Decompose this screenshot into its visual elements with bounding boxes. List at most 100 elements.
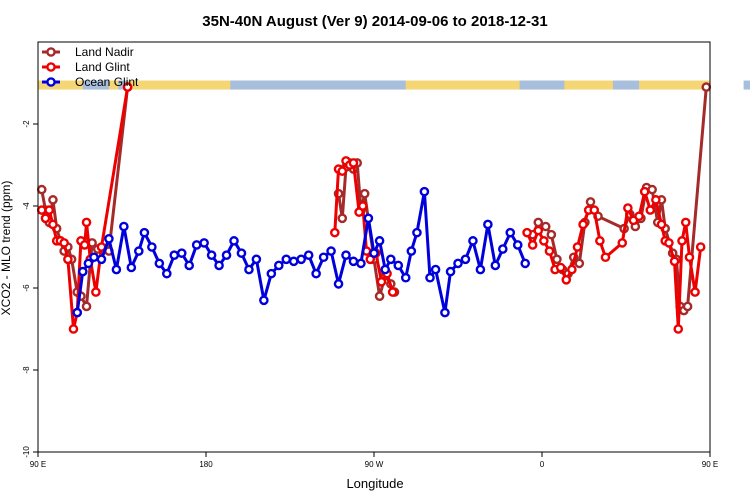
data-point [574, 258, 585, 269]
series-line [40, 86, 703, 331]
data-point [229, 236, 239, 246]
data-point [329, 227, 340, 238]
data-point [483, 219, 493, 230]
legend-swatch-marker [46, 47, 56, 57]
data-point [169, 250, 180, 260]
data-point [527, 240, 538, 250]
data-point [369, 248, 379, 258]
data-point [567, 264, 577, 275]
data-point [406, 246, 417, 256]
legend-label: Ocean Glint [75, 75, 139, 89]
data-point [460, 254, 471, 265]
data-point [595, 236, 605, 246]
data-point [682, 301, 693, 312]
data-point [341, 250, 351, 260]
data-point [656, 219, 667, 230]
data-point [348, 256, 359, 267]
data-point [497, 244, 508, 254]
data-point [48, 195, 58, 205]
data-point [81, 301, 92, 312]
ocean-segment [743, 80, 750, 90]
data-point [111, 264, 122, 275]
data-point [585, 197, 596, 207]
ocean-segment [118, 80, 128, 90]
data-point [505, 227, 516, 238]
data-point [72, 307, 82, 318]
data-point [40, 213, 51, 224]
ocean-segment [230, 80, 406, 90]
data-point [589, 205, 600, 215]
data-point [572, 242, 583, 252]
series-layer [36, 82, 712, 334]
legend-label: Land Glint [75, 60, 130, 74]
x-tick-label: 90 E [702, 460, 718, 469]
data-point [359, 188, 370, 199]
data-point [236, 248, 247, 258]
chart-title: 35N-40N August (Ver 9) 2014-09-06 to 201… [202, 13, 547, 30]
data-point [122, 82, 133, 92]
data-point [376, 277, 387, 287]
y-tick-label: -2 [22, 120, 31, 128]
legend-entry: Land Glint [42, 60, 130, 74]
data-point [337, 166, 348, 176]
data-point [578, 219, 588, 230]
data-point [59, 238, 69, 248]
data-point [337, 213, 348, 224]
data-point [555, 262, 566, 273]
data-point [68, 324, 79, 334]
legend-entry: Land Nadir [42, 45, 134, 59]
data-point [647, 184, 657, 195]
data-point [425, 272, 435, 283]
data-point [79, 240, 90, 250]
data-point [539, 236, 549, 246]
data-point [385, 254, 396, 265]
data-point [199, 238, 209, 248]
data-point [333, 279, 344, 289]
data-point [214, 260, 224, 271]
data-point [639, 186, 650, 197]
data-point [419, 186, 430, 197]
data-point [266, 268, 277, 279]
data-point [445, 266, 456, 277]
data-point [318, 252, 329, 263]
x-axis: 90 E 180 90 W 0 90 E [30, 452, 718, 469]
data-point [430, 264, 441, 275]
data-point [552, 254, 562, 265]
legend-swatch-marker [46, 77, 56, 87]
data-point [147, 242, 157, 252]
data-point [281, 254, 292, 265]
legend-swatch-marker [46, 62, 56, 72]
data-point [363, 213, 374, 224]
data-point [669, 256, 680, 267]
data-point [533, 225, 544, 236]
data-point [259, 295, 269, 306]
y-axis: -2 -4 -6 -8 -10 [22, 120, 38, 458]
y-tick-label: -10 [22, 446, 31, 458]
data-point [36, 184, 47, 195]
x-tick-label: 90 E [30, 460, 46, 469]
data-point [251, 254, 262, 265]
data-point [387, 287, 398, 297]
data-point [326, 246, 336, 256]
data-point [288, 256, 299, 267]
ocean-segment [82, 80, 109, 90]
data-point [617, 238, 628, 248]
data-point [468, 236, 478, 246]
x-tick-label: 0 [540, 460, 545, 469]
x-axis-label: Longitude [346, 476, 403, 491]
data-point [512, 240, 523, 250]
data-point [374, 236, 385, 246]
legend-entry: Ocean Glint [42, 75, 139, 89]
data-point [244, 264, 254, 275]
data-point [221, 250, 232, 260]
data-point [154, 258, 165, 269]
data-point [400, 272, 411, 283]
data-point [701, 82, 712, 92]
x-tick-label: 180 [199, 460, 213, 469]
ocean-segment [612, 80, 640, 90]
data-point [600, 252, 611, 263]
data-point [544, 246, 555, 256]
data-point [412, 227, 422, 238]
data-point [356, 258, 366, 269]
